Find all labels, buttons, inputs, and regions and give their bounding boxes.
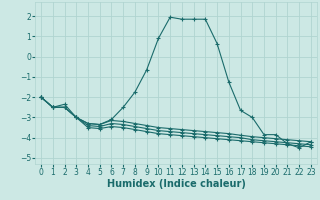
X-axis label: Humidex (Indice chaleur): Humidex (Indice chaleur) (107, 179, 245, 189)
